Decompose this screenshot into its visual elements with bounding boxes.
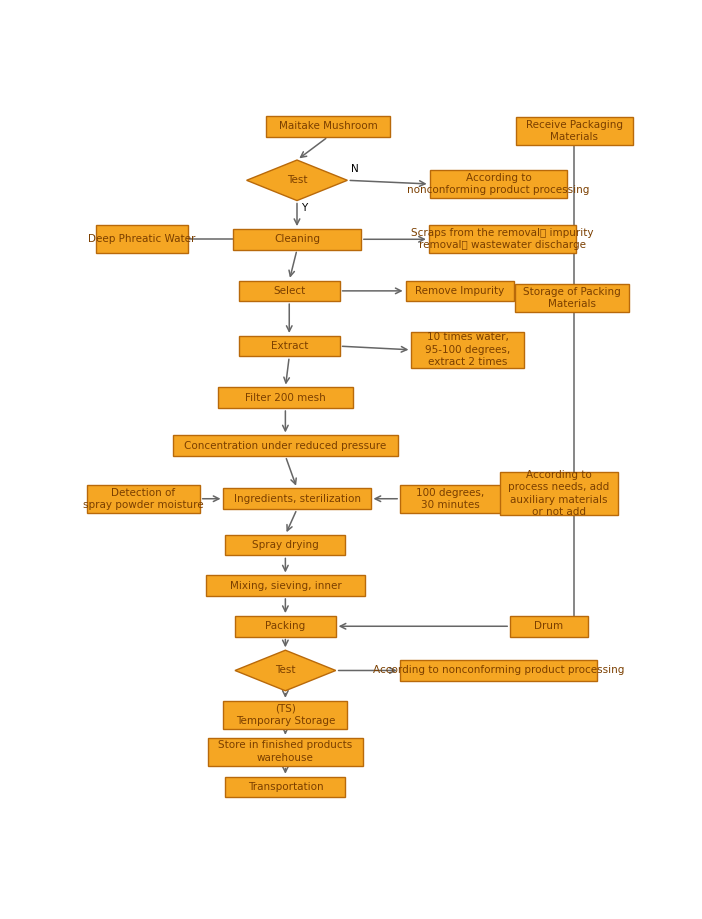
Text: Storage of Packing
Materials: Storage of Packing Materials [523, 287, 621, 310]
Text: Concentration under reduced pressure: Concentration under reduced pressure [184, 441, 387, 450]
FancyBboxPatch shape [96, 225, 187, 254]
FancyBboxPatch shape [233, 229, 361, 250]
Text: Filter 200 mesh: Filter 200 mesh [245, 392, 326, 403]
Text: Packing: Packing [265, 621, 305, 631]
FancyBboxPatch shape [400, 484, 501, 513]
Text: 10 times water,
95-100 degrees,
extract 2 times: 10 times water, 95-100 degrees, extract … [425, 333, 510, 368]
FancyBboxPatch shape [266, 116, 390, 137]
Text: According to
process needs, add
auxiliary materials
or not add: According to process needs, add auxiliar… [508, 470, 609, 517]
Text: According to nonconforming product processing: According to nonconforming product proce… [373, 665, 624, 675]
Text: Detection of
spray powder moisture: Detection of spray powder moisture [84, 488, 204, 510]
Text: Remove Impurity: Remove Impurity [415, 286, 504, 296]
Polygon shape [246, 160, 347, 200]
Text: Mixing, sieving, inner: Mixing, sieving, inner [230, 581, 341, 591]
FancyBboxPatch shape [173, 436, 398, 456]
FancyBboxPatch shape [500, 472, 618, 515]
Text: Scraps from the removal， impurity
removal， wastewater discharge: Scraps from the removal， impurity remova… [411, 228, 594, 251]
Polygon shape [235, 651, 336, 691]
Text: Test: Test [275, 665, 296, 675]
Text: Store in finished products
warehouse: Store in finished products warehouse [218, 741, 352, 763]
Text: Ingredients, sterilization: Ingredients, sterilization [234, 494, 361, 504]
FancyBboxPatch shape [399, 660, 597, 681]
Text: N: N [351, 165, 359, 175]
Text: (TS)
Temporary Storage: (TS) Temporary Storage [236, 704, 335, 726]
FancyBboxPatch shape [87, 484, 200, 513]
FancyBboxPatch shape [411, 332, 524, 368]
FancyBboxPatch shape [510, 616, 588, 637]
Text: Drum: Drum [534, 621, 564, 631]
Text: According to
nonconforming product processing: According to nonconforming product proce… [407, 173, 590, 195]
FancyBboxPatch shape [239, 280, 340, 301]
FancyBboxPatch shape [225, 535, 345, 555]
FancyBboxPatch shape [429, 225, 576, 254]
FancyBboxPatch shape [235, 616, 336, 637]
FancyBboxPatch shape [218, 388, 353, 408]
FancyBboxPatch shape [223, 488, 371, 509]
Text: Select: Select [273, 286, 305, 296]
FancyBboxPatch shape [515, 117, 633, 145]
Text: 100 degrees,
30 minutes: 100 degrees, 30 minutes [416, 488, 484, 510]
FancyBboxPatch shape [225, 777, 345, 798]
FancyBboxPatch shape [430, 170, 567, 198]
Text: Deep Phreatic Water: Deep Phreatic Water [88, 234, 196, 244]
FancyBboxPatch shape [206, 575, 365, 596]
Text: Maitake Mushroom: Maitake Mushroom [279, 121, 378, 131]
Text: Spray drying: Spray drying [252, 540, 319, 550]
Text: Transportation: Transportation [248, 782, 323, 792]
FancyBboxPatch shape [208, 738, 363, 766]
FancyBboxPatch shape [515, 284, 630, 312]
Text: Y: Y [301, 203, 307, 213]
FancyBboxPatch shape [406, 280, 514, 301]
FancyBboxPatch shape [239, 335, 340, 357]
Text: Test: Test [286, 176, 307, 186]
FancyBboxPatch shape [223, 700, 347, 729]
Text: Cleaning: Cleaning [274, 234, 320, 244]
Text: Extract: Extract [270, 341, 308, 351]
Text: Receive Packaging
Materials: Receive Packaging Materials [526, 119, 623, 142]
